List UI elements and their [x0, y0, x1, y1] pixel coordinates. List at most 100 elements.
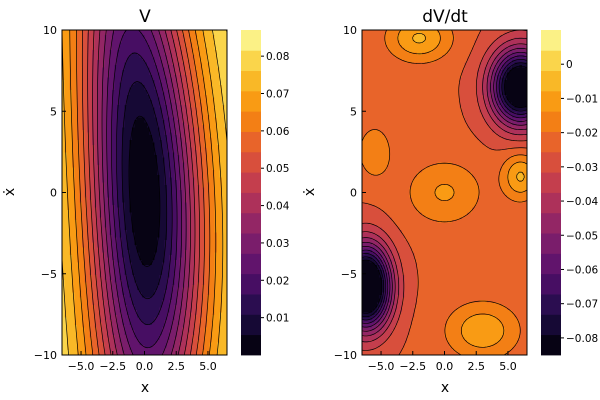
contour-band-cell — [77, 65, 81, 69]
contour-band-cell — [114, 112, 118, 116]
contour-band-cell — [132, 140, 136, 144]
contour-band-cell — [82, 52, 86, 56]
contour-band-cell — [104, 75, 108, 79]
contour-band-cell — [122, 142, 126, 146]
contour-band-cell — [164, 107, 168, 111]
contour-band-cell — [139, 142, 143, 146]
contour-band-cell — [109, 107, 113, 111]
contour-band-cell — [112, 45, 116, 49]
contour-band-cell — [152, 92, 156, 96]
contour-band-cell — [87, 40, 91, 44]
contour-band-cell — [207, 132, 211, 136]
contour-band-cell — [219, 35, 223, 39]
contour-band-cell — [102, 52, 106, 56]
contour-band-cell — [89, 55, 93, 59]
contour-band-cell — [149, 75, 153, 79]
contour-band-cell — [204, 62, 208, 66]
contour-band-cell — [129, 35, 133, 39]
contour-band-cell — [177, 100, 181, 104]
contour-band-cell — [104, 92, 108, 96]
contour-band-cell — [67, 117, 71, 121]
contour-band-cell — [194, 130, 198, 134]
contour-band-cell — [187, 115, 191, 119]
contour-band-cell — [149, 82, 153, 86]
contour-band-cell — [84, 75, 88, 79]
contour-band-cell — [177, 137, 181, 141]
contour-band-cell — [147, 80, 151, 84]
contour-band-cell — [64, 107, 68, 111]
contour-band-cell — [214, 42, 218, 46]
contour-band-cell — [149, 127, 153, 131]
contour-band-cell — [114, 32, 118, 36]
contour-band-cell — [162, 122, 166, 126]
contour-band-cell — [122, 135, 126, 139]
contour-band-cell — [129, 72, 133, 76]
contour-band-cell — [157, 135, 161, 139]
contour-band-cell — [127, 142, 131, 146]
contour-band-cell — [157, 125, 161, 129]
contour-band-cell — [119, 67, 123, 71]
contour-band-cell — [139, 50, 143, 54]
contour-band-cell — [79, 65, 83, 69]
contour-band-cell — [77, 112, 81, 116]
contour-band-cell — [87, 110, 91, 114]
contour-band-cell — [109, 120, 113, 124]
contour-band-cell — [64, 127, 68, 131]
contour-band-cell — [197, 50, 201, 54]
contour-band-cell — [139, 70, 143, 74]
contour-band-cell — [177, 42, 181, 46]
contour-band-cell — [212, 67, 216, 71]
contour-band-cell — [137, 92, 141, 96]
contour-band-cell — [209, 115, 213, 119]
contour-band-cell — [107, 45, 111, 49]
contour-band-cell — [109, 50, 113, 54]
contour-band-cell — [99, 35, 103, 39]
contour-band-cell — [99, 75, 103, 79]
contour-band-cell — [209, 135, 213, 139]
contour-band-cell — [212, 62, 216, 66]
contour-band-cell — [144, 127, 148, 131]
contour-band-cell — [127, 30, 131, 34]
contour-band-cell — [102, 135, 106, 139]
contour-band-cell — [79, 97, 83, 101]
contour-band-cell — [77, 117, 81, 121]
contour-band-cell — [159, 30, 163, 34]
contour-band-cell — [154, 105, 158, 109]
contour-band-cell — [162, 125, 166, 129]
contour-band-cell — [117, 50, 121, 54]
contour-band-cell — [197, 110, 201, 114]
contour-band-cell — [197, 125, 201, 129]
contour-band-cell — [114, 50, 118, 54]
contour-band-cell — [182, 110, 186, 114]
contour-band-cell — [159, 125, 163, 129]
contour-band-cell — [202, 132, 206, 136]
contour-band-cell — [209, 110, 213, 114]
contour-band-cell — [112, 65, 116, 69]
contour-band-cell — [164, 37, 168, 41]
contour-band-cell — [77, 132, 81, 136]
contour-band-cell — [102, 105, 106, 109]
contour-band-cell — [114, 110, 118, 114]
contour-band-cell — [114, 57, 118, 61]
contour-band-cell — [217, 70, 221, 74]
contour-band-cell — [134, 45, 138, 49]
contour-band-cell — [104, 77, 108, 81]
contour-band-cell — [212, 75, 216, 79]
contour-band-cell — [139, 57, 143, 61]
contour-band-cell — [144, 55, 148, 59]
contour-band-cell — [139, 135, 143, 139]
contour-band-cell — [217, 60, 221, 64]
contour-band-cell — [62, 45, 66, 49]
contour-band-cell — [172, 52, 176, 56]
contour-band-cell — [84, 115, 88, 119]
contour-band-cell — [99, 120, 103, 124]
contour-band-cell — [87, 82, 91, 86]
contour-band-cell — [132, 55, 136, 59]
contour-band-cell — [99, 105, 103, 109]
contour-band-cell — [202, 97, 206, 101]
contour-band-cell — [84, 30, 88, 34]
contour-band-cell — [184, 90, 188, 94]
contour-band-cell — [127, 127, 131, 131]
contour-band-cell — [144, 140, 148, 144]
contour-band-cell — [114, 40, 118, 44]
